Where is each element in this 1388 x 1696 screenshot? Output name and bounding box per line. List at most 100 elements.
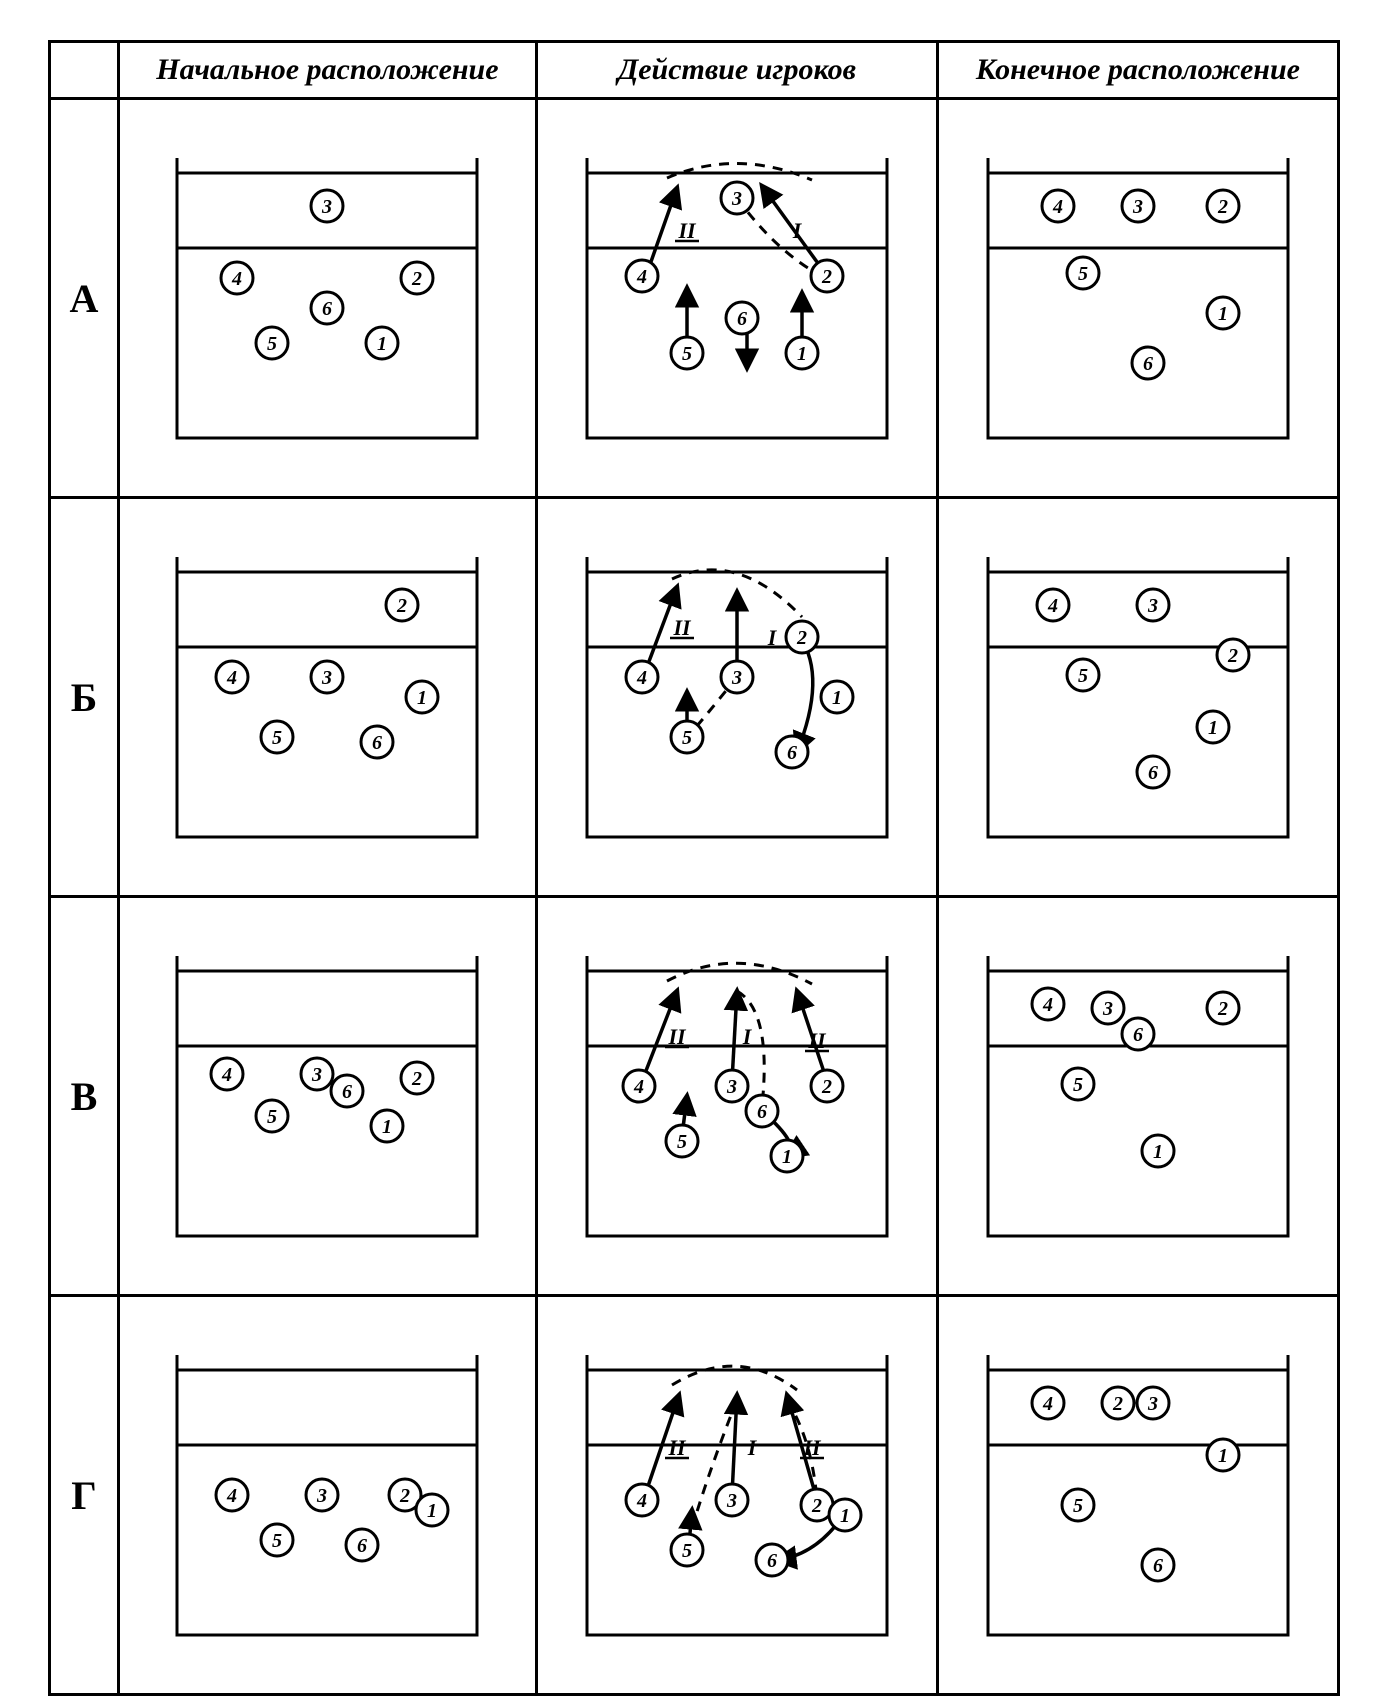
court-initial: 4 3 21 5 6: [119, 1296, 537, 1695]
court-initial: 243156: [119, 498, 537, 897]
svg-text:5: 5: [1078, 263, 1088, 285]
row-label: А: [50, 99, 119, 498]
svg-text:1: 1: [782, 1146, 792, 1168]
svg-text:5: 5: [682, 1540, 692, 1562]
svg-text:4: 4: [636, 667, 647, 689]
svg-text:1: 1: [832, 687, 842, 709]
row-label: Б: [50, 498, 119, 897]
svg-text:6: 6: [1143, 353, 1153, 375]
svg-text:1: 1: [377, 333, 387, 355]
svg-text:II: II: [667, 1024, 687, 1049]
svg-text:5: 5: [272, 727, 282, 749]
svg-text:6: 6: [322, 298, 332, 320]
court-final: 4 2 3 1 5 6: [937, 1296, 1338, 1695]
svg-text:3: 3: [311, 1064, 322, 1086]
svg-text:2: 2: [1112, 1393, 1123, 1415]
svg-text:6: 6: [1133, 1024, 1143, 1046]
svg-text:I: I: [767, 625, 778, 650]
svg-text:2: 2: [821, 266, 832, 288]
svg-text:3: 3: [1147, 595, 1158, 617]
svg-text:6: 6: [372, 732, 382, 754]
svg-text:3: 3: [726, 1076, 737, 1098]
svg-text:6: 6: [1148, 762, 1158, 784]
svg-text:II: II: [672, 615, 692, 640]
svg-text:2: 2: [1217, 998, 1228, 1020]
svg-text:2: 2: [1227, 645, 1238, 667]
svg-text:2: 2: [411, 1068, 422, 1090]
court-final: 432516: [937, 498, 1338, 897]
svg-text:4: 4: [226, 1485, 237, 1507]
corner-blank: [50, 42, 119, 99]
svg-text:I: I: [742, 1024, 753, 1049]
svg-text:6: 6: [767, 1550, 777, 1572]
diagram-grid: Начальное расположение Действие игроков …: [48, 40, 1340, 1696]
svg-text:2: 2: [821, 1076, 832, 1098]
svg-text:5: 5: [1078, 665, 1088, 687]
svg-text:4: 4: [221, 1064, 232, 1086]
svg-text:5: 5: [682, 727, 692, 749]
svg-text:6: 6: [737, 308, 747, 330]
svg-text:II: II: [667, 1435, 687, 1460]
svg-text:4: 4: [1042, 994, 1053, 1016]
svg-text:5: 5: [267, 333, 277, 355]
svg-text:6: 6: [787, 742, 797, 764]
diagram-row: Г432156IIIII432156423156: [50, 1296, 1339, 1695]
svg-text:2: 2: [796, 627, 807, 649]
svg-text:3: 3: [731, 188, 742, 210]
svg-text:6: 6: [342, 1081, 352, 1103]
svg-text:II: II: [677, 218, 697, 243]
svg-text:3: 3: [321, 196, 332, 218]
svg-text:4: 4: [636, 1490, 647, 1512]
svg-text:1: 1: [1218, 1445, 1228, 1467]
svg-text:6: 6: [1153, 1555, 1163, 1577]
svg-text:2: 2: [1217, 196, 1228, 218]
svg-text:1: 1: [1208, 717, 1218, 739]
court-action: III342651: [536, 99, 937, 498]
svg-text:1: 1: [427, 1500, 437, 1522]
diagram-row: Б243156III243156432516: [50, 498, 1339, 897]
svg-text:2: 2: [396, 595, 407, 617]
svg-text:4: 4: [633, 1076, 644, 1098]
header-col2: Действие игроков: [536, 42, 937, 99]
svg-text:3: 3: [321, 667, 332, 689]
svg-text:2: 2: [399, 1485, 410, 1507]
svg-text:5: 5: [1073, 1074, 1083, 1096]
svg-text:5: 5: [272, 1530, 282, 1552]
svg-text:3: 3: [1132, 196, 1143, 218]
svg-text:3: 3: [1147, 1393, 1158, 1415]
svg-text:II: II: [807, 1028, 827, 1053]
court-initial: 4 36 2 5 1: [119, 897, 537, 1296]
svg-text:I: I: [792, 218, 803, 243]
svg-text:4: 4: [636, 266, 647, 288]
svg-text:4: 4: [1042, 1393, 1053, 1415]
diagram-row: А342651III342651432516: [50, 99, 1339, 498]
row-label: В: [50, 897, 119, 1296]
svg-text:3: 3: [731, 667, 742, 689]
svg-text:1: 1: [382, 1116, 392, 1138]
row-label: Г: [50, 1296, 119, 1695]
court-final: 432516: [937, 99, 1338, 498]
header-col3: Конечное расположение: [937, 42, 1338, 99]
header-col1: Начальное расположение: [119, 42, 537, 99]
svg-text:5: 5: [267, 1106, 277, 1128]
court-action: III243156: [536, 498, 937, 897]
svg-text:3: 3: [316, 1485, 327, 1507]
header-row: Начальное расположение Действие игроков …: [50, 42, 1339, 99]
svg-text:5: 5: [682, 343, 692, 365]
svg-text:3: 3: [726, 1490, 737, 1512]
svg-text:1: 1: [1153, 1141, 1163, 1163]
svg-text:2: 2: [411, 268, 422, 290]
svg-text:2: 2: [811, 1495, 822, 1517]
svg-text:5: 5: [677, 1131, 687, 1153]
svg-text:II: II: [802, 1435, 822, 1460]
svg-text:4: 4: [231, 268, 242, 290]
court-action: IIIII432651: [536, 897, 937, 1296]
svg-text:6: 6: [357, 1535, 367, 1557]
svg-text:3: 3: [1102, 998, 1113, 1020]
svg-text:1: 1: [797, 343, 807, 365]
svg-text:1: 1: [840, 1505, 850, 1527]
svg-text:5: 5: [1073, 1495, 1083, 1517]
court-action: IIIII432156: [536, 1296, 937, 1695]
svg-text:1: 1: [1218, 303, 1228, 325]
svg-text:I: I: [747, 1435, 758, 1460]
